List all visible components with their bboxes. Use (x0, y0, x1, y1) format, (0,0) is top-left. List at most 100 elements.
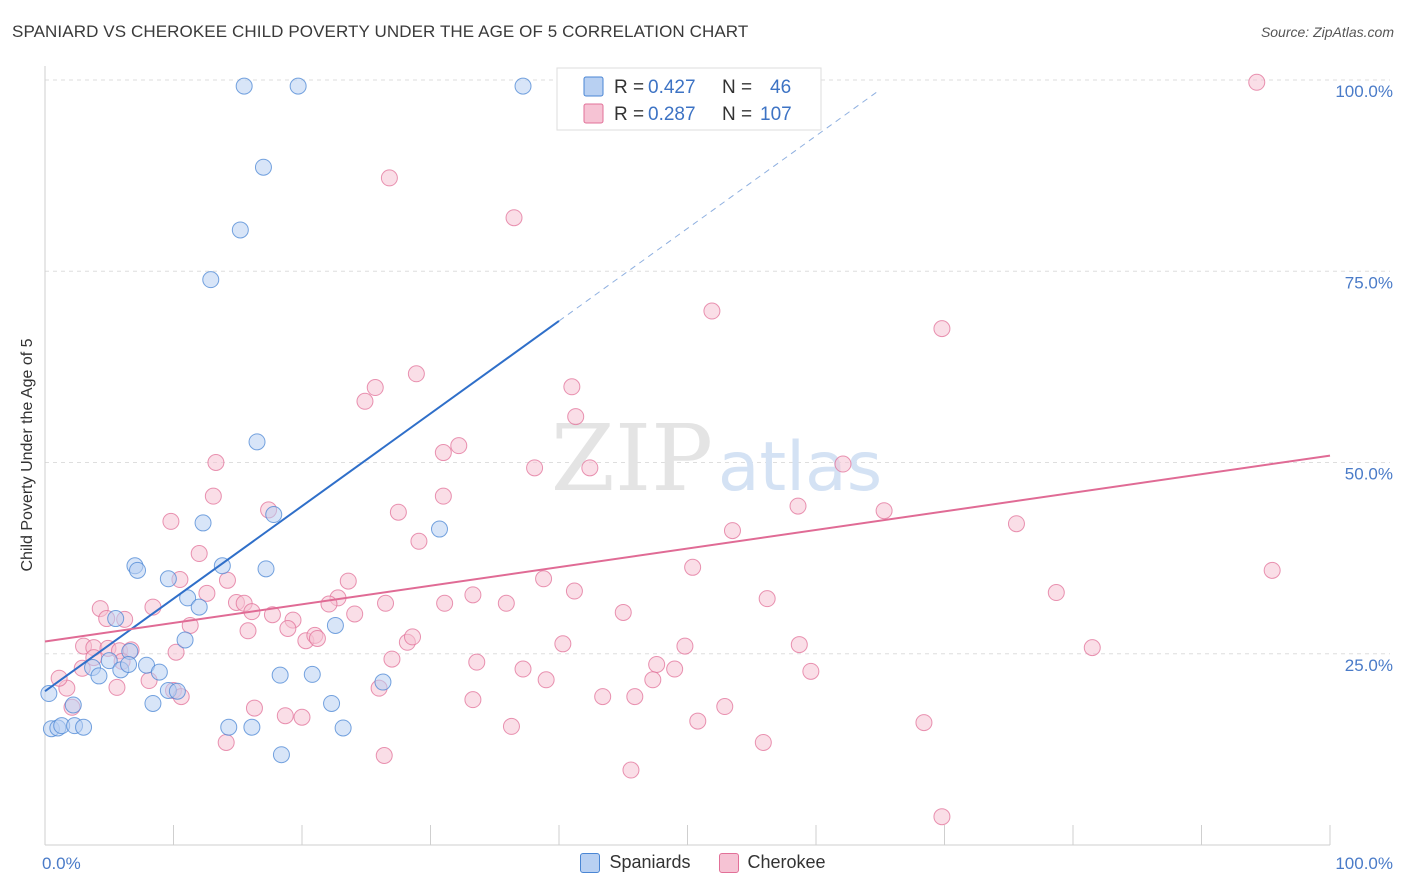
cherokee-point-15 (581, 459, 599, 477)
spaniards-point-32 (323, 694, 341, 712)
y-tick-label-2: 75.0% (1345, 273, 1393, 292)
cherokee-point-60 (308, 629, 326, 647)
legend-n-value-1: 46 (770, 77, 791, 98)
legend-r-value-2: 0.287 (648, 104, 696, 125)
cherokee-point-98 (689, 712, 707, 730)
cherokee-point-95 (464, 691, 482, 709)
spaniards-point-2 (514, 77, 532, 95)
cherokee-point-46 (320, 595, 338, 613)
spaniards-point-27 (168, 682, 186, 700)
cherokee-point-83 (644, 671, 662, 689)
spaniards-point-17 (176, 631, 194, 649)
cherokee-point-17 (204, 487, 222, 505)
cherokee-point-76 (383, 650, 401, 668)
spaniards-point-7 (430, 520, 448, 538)
cherokee-point-78 (514, 660, 532, 678)
spaniards-point-33 (374, 673, 392, 691)
cherokee-point-5 (933, 320, 951, 338)
cherokee-point-18 (434, 487, 452, 505)
spaniards-point-28 (144, 694, 162, 712)
cherokee-point-1 (1248, 73, 1266, 91)
cherokee-point-94 (293, 708, 311, 726)
cherokee-point-99 (915, 714, 933, 732)
legend-label-cherokee: Cherokee (747, 852, 826, 872)
cherokee-point-101 (754, 733, 772, 751)
cherokee-point-97 (502, 717, 520, 735)
spaniards-point-24 (150, 663, 168, 681)
cherokee-point-25 (723, 522, 741, 540)
cherokee-point-2 (380, 169, 398, 187)
spaniards-point-30 (271, 666, 289, 684)
cherokee-point-8 (356, 392, 374, 410)
spaniards-point-12 (179, 589, 197, 607)
legend-item-cherokee: Cherokee (718, 852, 826, 873)
spaniards-point-3 (254, 158, 272, 176)
watermark: ZIP atlas (551, 405, 882, 512)
cherokee-point-3 (505, 209, 523, 227)
cherokee-point-49 (436, 594, 454, 612)
legend-n-value-2: 107 (760, 104, 792, 125)
spaniards-point-22 (120, 655, 138, 673)
spaniards-point-5 (202, 271, 220, 289)
spaniards-point-6 (248, 433, 266, 451)
cherokee-point-57 (279, 620, 297, 638)
cherokee-point-29 (1263, 561, 1281, 579)
tick-labels: 25.0% 50.0% 75.0% 100.0% 0.0% 100.0% (42, 82, 1393, 873)
legend-n-label-1: N = (722, 77, 757, 98)
cherokee-point-80 (666, 660, 684, 678)
cherokee-point-93 (276, 707, 294, 725)
cherokee-point-34 (1047, 584, 1065, 602)
legend-r-label-1: R = (614, 77, 649, 98)
legend-n-label-2: N = (722, 104, 757, 125)
cherokee-point-100 (217, 733, 235, 751)
cherokee-point-96 (716, 698, 734, 716)
spaniards-point-35 (40, 685, 58, 703)
spaniards-points (40, 77, 532, 764)
spaniards-point-1 (289, 77, 307, 95)
spaniards-point-9 (265, 506, 283, 524)
cherokee-point-6 (407, 365, 425, 383)
cherokee-point-102 (375, 746, 393, 764)
spaniards-point-14 (107, 610, 125, 628)
grid-lines (45, 79, 1390, 655)
cherokee-point-35 (198, 584, 216, 602)
cherokee-point-62 (404, 628, 422, 646)
cherokee-point-44 (263, 606, 281, 624)
cherokee-point-52 (614, 603, 632, 621)
svg-text:R = 0.427 N =: R = 0.427 N = 46 (614, 77, 791, 98)
correlation-legend: R = 0.427 N = 46 R = 0.287 N = 107 (556, 67, 822, 131)
x-tick-label-min: 0.0% (42, 854, 81, 873)
cherokee-point-14 (526, 459, 544, 477)
chart-title: SPANIARD VS CHEROKEE CHILD POVERTY UNDER… (12, 22, 749, 41)
cherokee-point-89 (594, 688, 612, 706)
cherokee-point-72 (1083, 639, 1101, 657)
spaniards-point-42 (334, 719, 352, 737)
cherokee-point-20 (389, 503, 407, 521)
cherokee-point-12 (434, 444, 452, 462)
spaniards-point-13 (190, 598, 208, 616)
spaniards-point-4 (231, 221, 249, 239)
cherokee-point-31 (218, 571, 236, 589)
series-legend: Spaniards Cherokee (0, 852, 1406, 873)
spaniards-point-41 (243, 718, 261, 736)
legend-swatch-cherokee (583, 103, 604, 124)
cherokee-point-9 (563, 378, 581, 396)
svg-text:R = 0.287 N =: R = 0.287 N = 107 (614, 104, 792, 125)
spaniards-point-25 (90, 667, 108, 685)
legend-swatch-spaniards (583, 76, 604, 97)
legend-swatch-cherokee-bottom (718, 852, 739, 873)
cherokee-point-47 (346, 605, 364, 623)
spaniards-point-11 (159, 570, 177, 588)
cherokee-point-104 (933, 808, 951, 826)
cherokee-point-16 (834, 455, 852, 473)
cherokee-point-51 (565, 582, 583, 600)
cherokee-point-7 (366, 379, 384, 397)
cherokee-point-23 (1007, 515, 1025, 533)
cherokee-point-106 (50, 669, 68, 687)
cherokee-point-27 (190, 545, 208, 563)
cherokee-point-28 (684, 558, 702, 576)
spaniards-point-29 (64, 696, 82, 714)
cherokee-point-22 (875, 502, 893, 520)
cherokee-point-69 (554, 635, 572, 653)
